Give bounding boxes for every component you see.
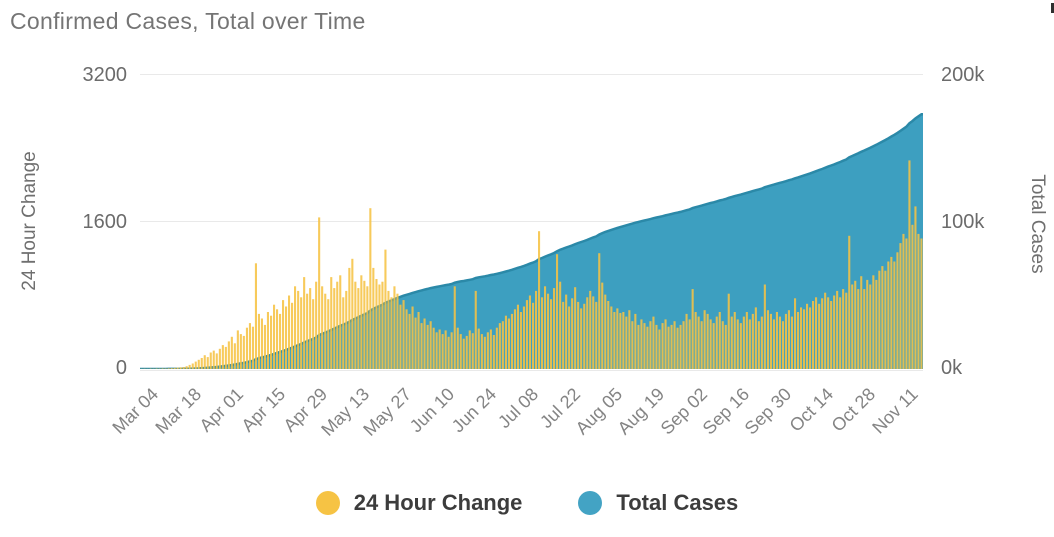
window-edge-artifact bbox=[1051, 3, 1054, 13]
right-tick-200k: 200k bbox=[941, 64, 985, 86]
x-tick-label: Mar 18 bbox=[151, 384, 205, 438]
legend-item-total-cases[interactable]: Total Cases bbox=[578, 490, 738, 516]
left-tick-1600: 1600 bbox=[82, 211, 128, 233]
total-cases-area bbox=[140, 112, 923, 369]
right-tick-100k: 100k bbox=[941, 211, 985, 233]
x-tick-label: Aug 19 bbox=[614, 384, 669, 439]
total-cases-dot-icon bbox=[578, 491, 603, 515]
legend: 24 Hour Change Total Cases bbox=[0, 490, 1054, 516]
legend-label: Total Cases bbox=[616, 490, 739, 515]
x-tick-label: Nov 11 bbox=[868, 384, 922, 438]
gridline-bottom bbox=[140, 370, 923, 371]
gridline-middle bbox=[140, 221, 923, 222]
x-tick-label: Apr 01 bbox=[195, 384, 247, 436]
x-tick-label: Jun 24 bbox=[447, 384, 500, 437]
x-tick-label: Jul 08 bbox=[493, 384, 543, 433]
chart-title: Confirmed Cases, Total over Time bbox=[10, 8, 366, 34]
x-tick-label: Sep 02 bbox=[656, 384, 711, 439]
left-tick-0: 0 bbox=[115, 357, 127, 379]
x-tick-label: Aug 05 bbox=[571, 384, 627, 439]
legend-item-24-hour-change[interactable]: 24 Hour Change bbox=[315, 490, 523, 516]
x-tick-label: Apr 15 bbox=[237, 384, 290, 436]
left-axis-title: 24 Hour Change bbox=[19, 151, 40, 291]
x-tick-label: Sep 16 bbox=[698, 384, 753, 439]
daily-change-bars bbox=[140, 160, 923, 369]
legend-label: 24 Hour Change bbox=[353, 490, 523, 515]
x-tick-label: Mar 04 bbox=[108, 384, 163, 438]
x-tick-label: Oct 14 bbox=[785, 384, 838, 436]
right-axis-title: Total Cases bbox=[1027, 174, 1048, 274]
x-tick-label: Oct 28 bbox=[827, 384, 880, 436]
left-tick-3200: 3200 bbox=[82, 64, 128, 86]
x-tick-label: Jun 10 bbox=[405, 384, 458, 437]
gridline-top bbox=[140, 74, 923, 75]
x-tick-label: Sep 30 bbox=[740, 384, 796, 439]
24-hour-change-dot-icon bbox=[315, 491, 340, 515]
right-tick-0k: 0k bbox=[941, 357, 963, 379]
plot-svg[interactable] bbox=[140, 75, 923, 369]
